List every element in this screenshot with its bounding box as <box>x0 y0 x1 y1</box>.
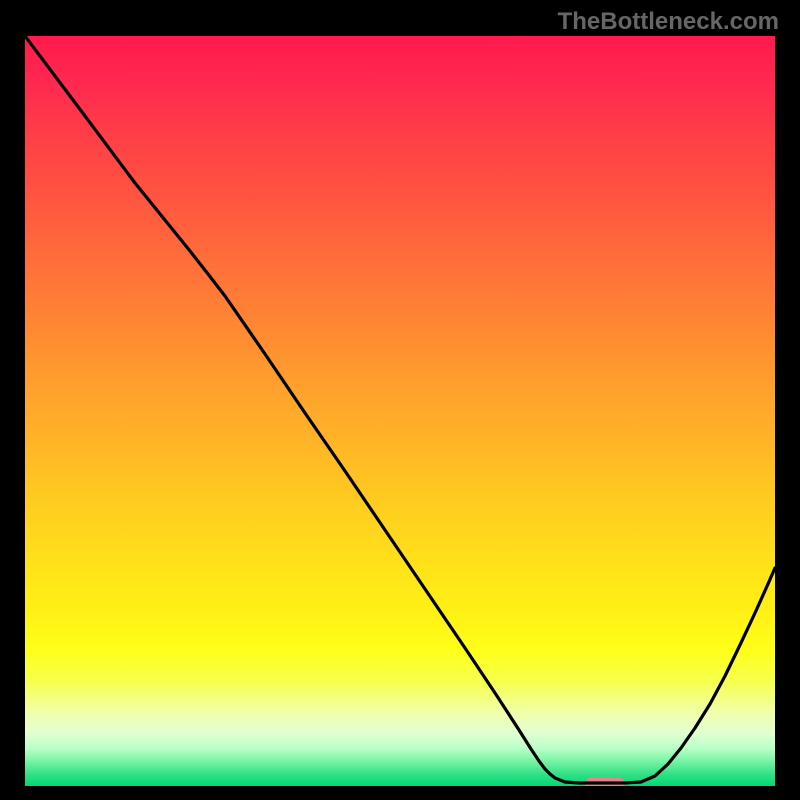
plot-area <box>25 36 775 786</box>
plot-svg <box>25 36 775 786</box>
watermark-text: TheBottleneck.com <box>558 8 779 36</box>
gradient-background <box>25 36 775 786</box>
